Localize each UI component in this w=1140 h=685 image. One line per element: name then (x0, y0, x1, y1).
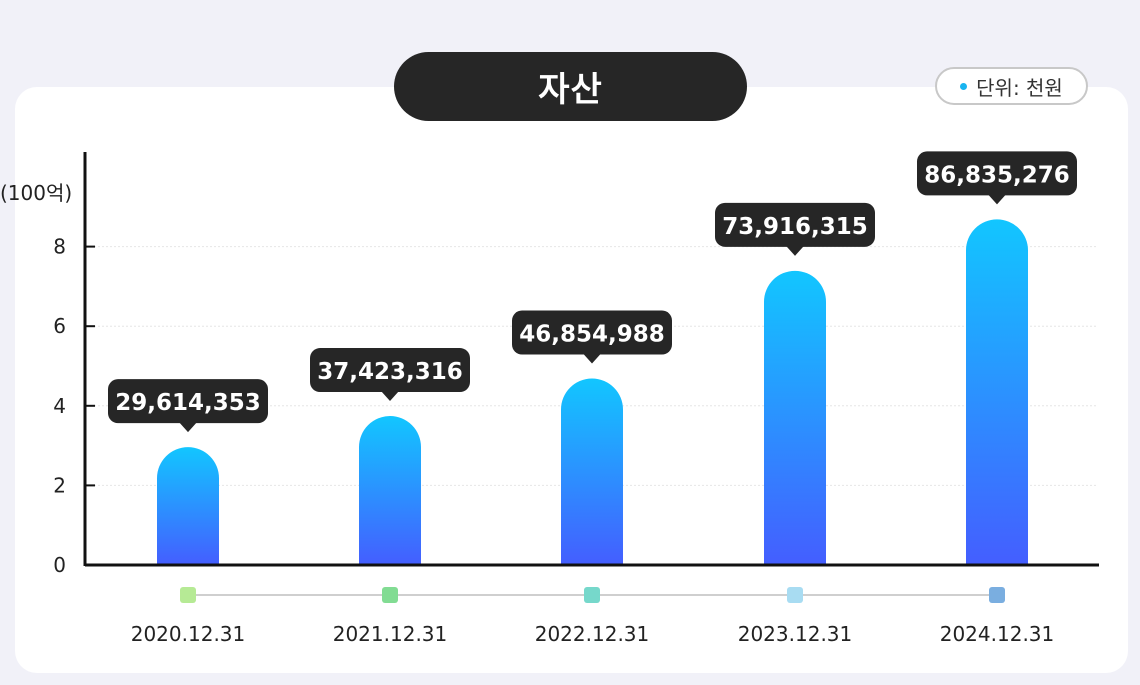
bar (359, 416, 421, 565)
unit-dot-icon (960, 82, 968, 90)
y-tick-label: 4 (53, 394, 66, 418)
unit-label: 단위: 천원 (976, 75, 1063, 100)
value-label: 37,423,316 (317, 359, 463, 385)
y-tick-label: 2 (53, 473, 66, 497)
bar (966, 219, 1028, 565)
category-marker (382, 587, 398, 603)
x-category-label: 2024.12.31 (940, 622, 1055, 646)
bar (157, 447, 219, 565)
x-category-label: 2021.12.31 (333, 622, 448, 646)
value-label: 46,854,988 (519, 322, 665, 348)
unit-badge: 단위: 천원 (935, 67, 1088, 105)
bars (157, 219, 1028, 565)
x-category-label: 2020.12.31 (131, 622, 246, 646)
category-marker (989, 587, 1005, 603)
y-tick-label: 8 (53, 235, 66, 259)
value-labels: 29,614,353 37,423,316 46,854,988 73,916,315… (108, 151, 1077, 433)
value-label: 86,835,276 (924, 162, 1070, 188)
y-tick-label: 6 (53, 314, 66, 338)
value-label-pointer (988, 194, 1006, 205)
chart-title: 자산 (394, 52, 747, 121)
value-label-pointer (786, 245, 804, 256)
value-label-box (310, 348, 470, 393)
value-label-pointer (381, 391, 399, 402)
value-label: 29,614,353 (115, 390, 261, 416)
value-label-box (917, 151, 1077, 196)
category-marker (180, 587, 196, 603)
x-category-label: 2023.12.31 (738, 622, 853, 646)
value-label-box (715, 202, 875, 247)
value-label: 73,916,315 (722, 214, 868, 240)
x-categories: 2020.12.31 2021.12.31 2022.12.31 2023.12.31… (131, 587, 1055, 646)
bar (561, 378, 623, 565)
value-label-box (512, 310, 672, 355)
y-axis-label: (100억) (0, 181, 72, 205)
value-label-pointer (583, 353, 601, 364)
value-label-pointer (179, 422, 197, 433)
category-marker (787, 587, 803, 603)
y-tick-label: 0 (53, 553, 66, 577)
bar (764, 270, 826, 565)
x-category-label: 2022.12.31 (535, 622, 650, 646)
value-label-box (108, 379, 268, 424)
category-marker (584, 587, 600, 603)
y-ticks: 0 2 4 6 8 (53, 235, 95, 577)
